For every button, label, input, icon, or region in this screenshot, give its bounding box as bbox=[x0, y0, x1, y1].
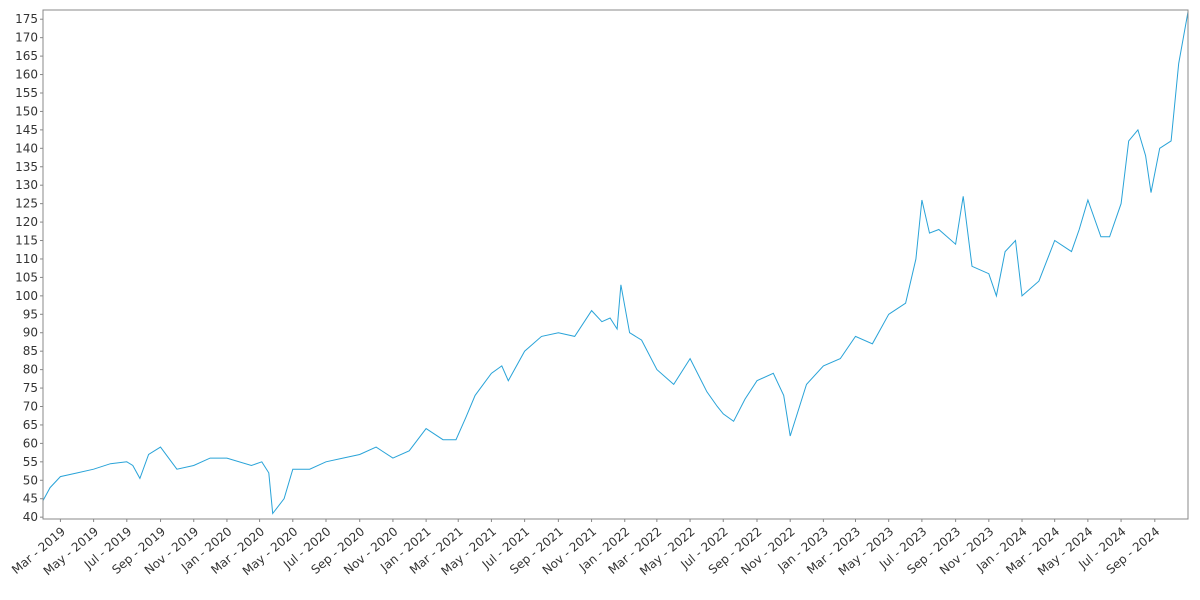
y-tick-label: 140 bbox=[15, 141, 38, 155]
y-tick-label: 135 bbox=[15, 160, 38, 174]
y-tick-label: 100 bbox=[15, 289, 38, 303]
y-tick-label: 170 bbox=[15, 31, 38, 45]
y-tick-label: 55 bbox=[23, 455, 38, 469]
y-tick-label: 155 bbox=[15, 86, 38, 100]
y-tick-label: 90 bbox=[23, 326, 38, 340]
y-tick-label: 115 bbox=[15, 234, 38, 248]
y-tick-label: 150 bbox=[15, 104, 38, 118]
y-tick-label: 50 bbox=[23, 473, 38, 487]
plot-area bbox=[43, 10, 1188, 519]
plot-frame bbox=[42, 9, 1189, 520]
y-tick-label: 145 bbox=[15, 123, 38, 137]
y-tick-label: 105 bbox=[15, 270, 38, 284]
y-tick-label: 175 bbox=[15, 12, 38, 26]
y-tick-label: 160 bbox=[15, 68, 38, 82]
series-line bbox=[42, 11, 1189, 515]
y-tick-label: 125 bbox=[15, 197, 38, 211]
y-tick-label: 75 bbox=[23, 381, 38, 395]
y-tick-label: 85 bbox=[23, 344, 38, 358]
y-tick-label: 120 bbox=[15, 215, 38, 229]
y-tick-label: 110 bbox=[15, 252, 38, 266]
y-tick-label: 165 bbox=[15, 49, 38, 63]
y-tick-label: 70 bbox=[23, 400, 38, 414]
y-tick-label: 80 bbox=[23, 363, 38, 377]
y-tick-label: 60 bbox=[23, 436, 38, 450]
y-tick-label: 65 bbox=[23, 418, 38, 432]
y-axis: 40 45 50 55 60 65 70 75 80 85 90 95 100 105 110 115 120 1… bbox=[15, 12, 43, 524]
y-tick-label: 95 bbox=[23, 307, 38, 321]
y-tick-label: 130 bbox=[15, 178, 38, 192]
y-tick-label: 45 bbox=[23, 492, 38, 506]
y-tick-label: 40 bbox=[23, 510, 38, 524]
